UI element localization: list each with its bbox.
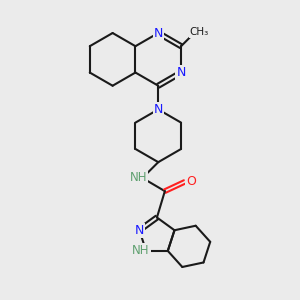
Text: N: N [135,224,144,237]
Text: N: N [154,26,163,40]
Text: N: N [154,103,163,116]
Text: NH: NH [130,172,147,184]
Text: O: O [186,176,196,188]
Text: NH: NH [132,244,150,257]
Text: CH₃: CH₃ [190,27,209,37]
Text: N: N [176,66,186,79]
